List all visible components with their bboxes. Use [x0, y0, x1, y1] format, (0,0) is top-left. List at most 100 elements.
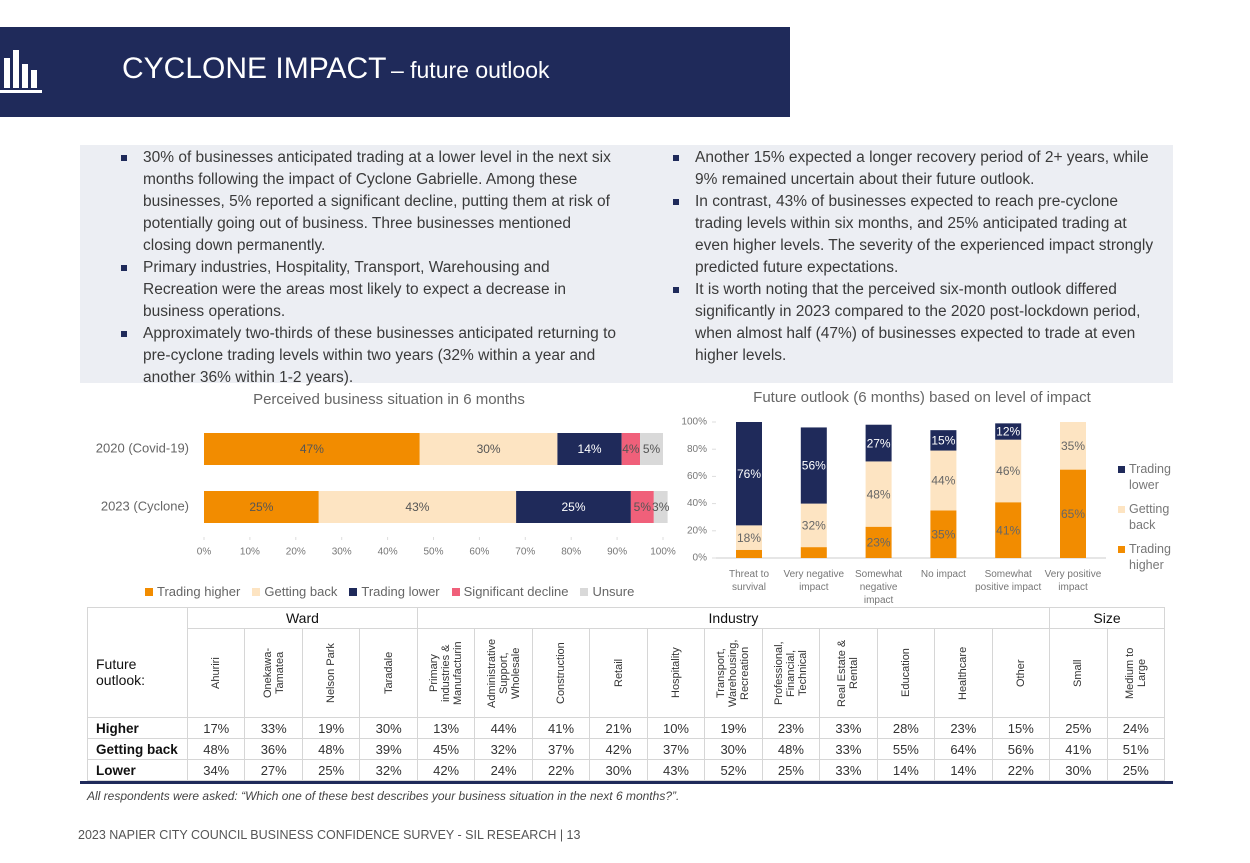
column-header-cell: Primary industries & Manufacturin [416, 628, 476, 718]
group-header: Size [1049, 607, 1165, 629]
cell: 41% [531, 717, 591, 739]
bar-segment [736, 549, 762, 558]
y-tick-label: 40% [687, 498, 707, 509]
footer: 2023 NAPIER CITY COUNCIL BUSINESS CONFID… [78, 828, 581, 842]
cell: 23% [761, 717, 821, 739]
bullets-left: 30% of businesses anticipated trading at… [113, 147, 623, 389]
y-tick-label: 2023 (Cyclone) [101, 498, 189, 513]
y-tick-label: 2020 (Covid-19) [96, 440, 189, 455]
legend-swatch [580, 587, 589, 596]
x-tick-label: 90% [607, 547, 627, 558]
column-header-cell: Small [1049, 628, 1108, 718]
cell: 30% [359, 717, 418, 739]
chart-title: Perceived business situation in 6 months [253, 391, 525, 408]
bullet: Primary industries, Hospitality, Transpo… [113, 257, 623, 323]
x-tick-label: Very positive impact [1044, 569, 1102, 593]
data-label: 35% [931, 527, 955, 541]
bar-segment [930, 510, 957, 558]
bar-segment [995, 502, 1022, 558]
table: Future outlook: Ward Industry Size Ahuriri On… [87, 607, 1165, 781]
bar-segment [516, 491, 631, 523]
cell: 30% [704, 738, 763, 760]
cell: 48% [761, 738, 821, 760]
x-tick-label: 50% [423, 547, 443, 558]
data-label: 14% [578, 442, 602, 456]
column-header-cell: Retail [589, 628, 648, 718]
table-row: Lower 34% 27% 25% 32% 42% 24% 22% 30% 43% 52% 25% 33… [87, 759, 1165, 781]
bullet: Approximately two-thirds of these busine… [113, 323, 623, 389]
legend-label: Trading higher [1129, 542, 1171, 572]
column-header: Professional, Financial, Technical [772, 641, 809, 705]
legend: Trading higher Getting back Trading lower [1118, 461, 1178, 573]
bar-segment [865, 461, 892, 527]
y-tick-label: 100% [681, 417, 707, 428]
cell: 22% [991, 759, 1051, 781]
group-header: Ward [187, 607, 418, 629]
y-tick-label: 80% [687, 444, 707, 455]
bar-segment [630, 491, 654, 523]
group-row: Future outlook: Ward Industry Size [87, 607, 1165, 718]
x-tick-label: 10% [240, 547, 260, 558]
column-header-cell: Education [876, 628, 936, 718]
cell: 21% [589, 717, 648, 739]
bullet: Another 15% expected a longer recovery p… [665, 147, 1160, 191]
column-header: Nelson Park [325, 643, 338, 703]
cell: 14% [876, 759, 936, 781]
legend-swatch [1118, 466, 1125, 473]
chart-title: Future outlook (6 months) based on level… [753, 389, 1092, 406]
cell: 37% [531, 738, 591, 760]
x-tick-label: Very negative impact [783, 569, 845, 593]
cell: 10% [646, 717, 706, 739]
bar-segment [995, 423, 1022, 440]
legend-swatch [1118, 506, 1125, 513]
data-label: 18% [737, 531, 761, 545]
cell: 37% [646, 738, 706, 760]
cell: 44% [474, 717, 533, 739]
cell: 51% [1106, 738, 1165, 760]
bar-segment [1060, 422, 1086, 470]
legend-label: Significant decline [463, 584, 569, 599]
cell: 42% [416, 759, 476, 781]
table-row: Higher 17% 33% 19% 30% 13% 44% 41% 21% 10% 19% 23% 3… [87, 717, 1165, 739]
column-header-cell: Taradale [359, 628, 418, 718]
cell: 23% [934, 717, 993, 739]
data-label: 48% [867, 487, 891, 501]
data-label: 35% [1061, 439, 1085, 453]
cell: 33% [244, 717, 303, 739]
column-header-cell: Onekawa-Tamatea [244, 628, 303, 718]
header-icon [0, 50, 42, 93]
cell: 45% [416, 738, 476, 760]
column-header: Healthcare [957, 646, 970, 700]
bullet: It is worth noting that the perceived si… [665, 279, 1160, 367]
data-label: 12% [996, 425, 1020, 439]
cell: 25% [761, 759, 821, 781]
legend-label: Trading lower [361, 584, 440, 599]
cell: 32% [474, 738, 533, 760]
x-tick-label: 70% [515, 547, 535, 558]
legend-swatch [451, 587, 460, 596]
cell: 30% [589, 759, 648, 781]
bar-segment [1060, 469, 1086, 558]
column-header: Retail [612, 658, 625, 688]
bar-segment [204, 433, 420, 465]
x-tick-label: Somewhat positive impact [975, 569, 1042, 593]
column-header-cell: Construction [531, 628, 591, 718]
row-label: Getting back [87, 738, 188, 760]
row-label: Lower [87, 759, 188, 781]
cell: 15% [991, 717, 1051, 739]
x-tick-label: No impact [920, 569, 966, 580]
bullet: 30% of businesses anticipated trading at… [113, 147, 623, 257]
column-header: Hospitality [669, 647, 682, 699]
cell: 36% [244, 738, 303, 760]
cell: 34% [186, 759, 246, 781]
data-label: 3% [652, 500, 670, 514]
table-row: Getting back 48% 36% 48% 39% 45% 32% 37% 42% 37% 3… [87, 738, 1165, 760]
x-tick-label: 100% [650, 547, 676, 558]
y-tick-label: 0% [693, 553, 708, 564]
bar-segment [930, 430, 957, 451]
bar-segment [736, 422, 762, 526]
data-label: 27% [867, 436, 891, 450]
bullet-box [80, 145, 1173, 383]
y-tick-label: 20% [687, 525, 707, 536]
cell: 41% [1049, 738, 1108, 760]
